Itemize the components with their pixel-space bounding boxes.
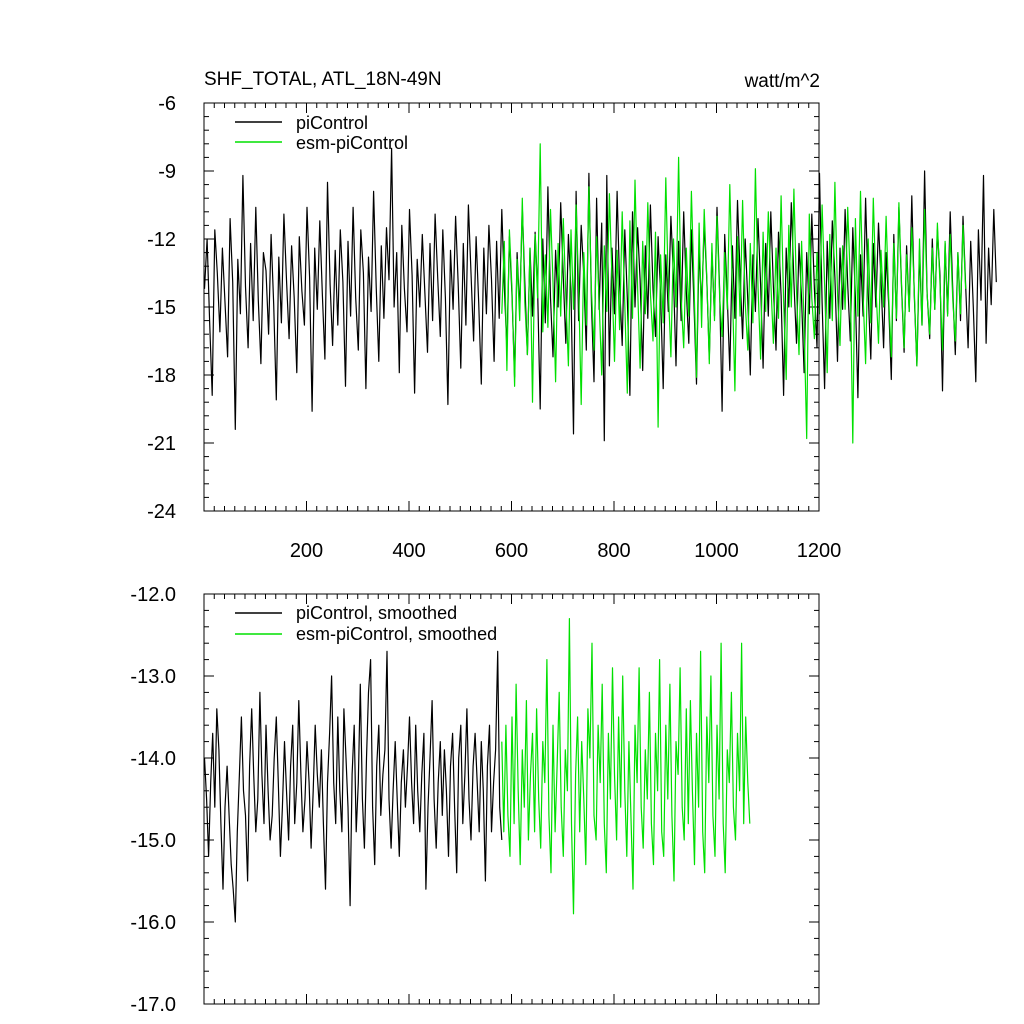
plot-area-top xyxy=(203,143,997,444)
y-tick-label: -21 xyxy=(147,433,176,455)
panel-top-shf-total: SHF_TOTAL, ATL_18N-49N watt/m^2 -24 -21 -1… xyxy=(147,69,997,562)
y-tick-label: -14.0 xyxy=(130,748,176,770)
x-tick-label: 1200 xyxy=(797,540,842,562)
y-tick-label: -12 xyxy=(147,229,176,251)
legend-top: piControl esm-piControl xyxy=(235,113,408,153)
panel-bottom-smoothed: -17.0 -16.0 -15.0 -14.0 -13.0 -12.0 piControl… xyxy=(130,584,820,1016)
y-tick-label: -9 xyxy=(158,161,176,183)
series-line-esm-picontrol xyxy=(501,143,967,444)
y-tick-label: -12.0 xyxy=(130,584,176,606)
y-tick-label: -18 xyxy=(147,365,176,387)
x-tick-label: 200 xyxy=(290,540,323,562)
x-tick-label: 1000 xyxy=(694,540,739,562)
plot-frame-bottom xyxy=(203,593,820,1005)
plot-frame-top xyxy=(203,102,820,512)
y-tick-label: -6 xyxy=(158,93,176,115)
y-tick-label: -15.0 xyxy=(130,830,176,852)
y-tick-labels-top: -24 -21 -18 -15 -12 -9 -6 xyxy=(147,93,176,523)
x-tick-label: 800 xyxy=(597,540,630,562)
series-line-esm-picontrol-smoothed xyxy=(501,617,751,915)
legend-bottom: piControl, smoothed esm-piControl, smoot… xyxy=(235,603,497,644)
y-tick-label: -17.0 xyxy=(130,994,176,1016)
chart-title: SHF_TOTAL, ATL_18N-49N xyxy=(204,69,442,90)
y-tick-label: -16.0 xyxy=(130,912,176,934)
units-label: watt/m^2 xyxy=(744,71,820,92)
x-tick-labels-top: 200 400 600 800 1000 1200 xyxy=(290,540,841,562)
series-line-picontrol-smoothed xyxy=(203,650,503,923)
x-tick-label: 400 xyxy=(392,540,425,562)
legend-label-picontrol: piControl xyxy=(296,113,368,133)
series-line-picontrol xyxy=(203,147,997,442)
legend-label-picontrol-smoothed: piControl, smoothed xyxy=(296,603,457,623)
y-tick-label: -13.0 xyxy=(130,666,176,688)
y-tick-label: -24 xyxy=(147,501,176,523)
legend-label-esm-picontrol: esm-piControl xyxy=(296,133,408,153)
y-tick-labels-bottom: -17.0 -16.0 -15.0 -14.0 -13.0 -12.0 xyxy=(130,584,176,1016)
legend-label-esm-picontrol-smoothed: esm-piControl, smoothed xyxy=(296,624,497,644)
plot-area-bottom xyxy=(203,617,751,923)
x-tick-label: 600 xyxy=(495,540,528,562)
y-tick-label: -15 xyxy=(147,297,176,319)
